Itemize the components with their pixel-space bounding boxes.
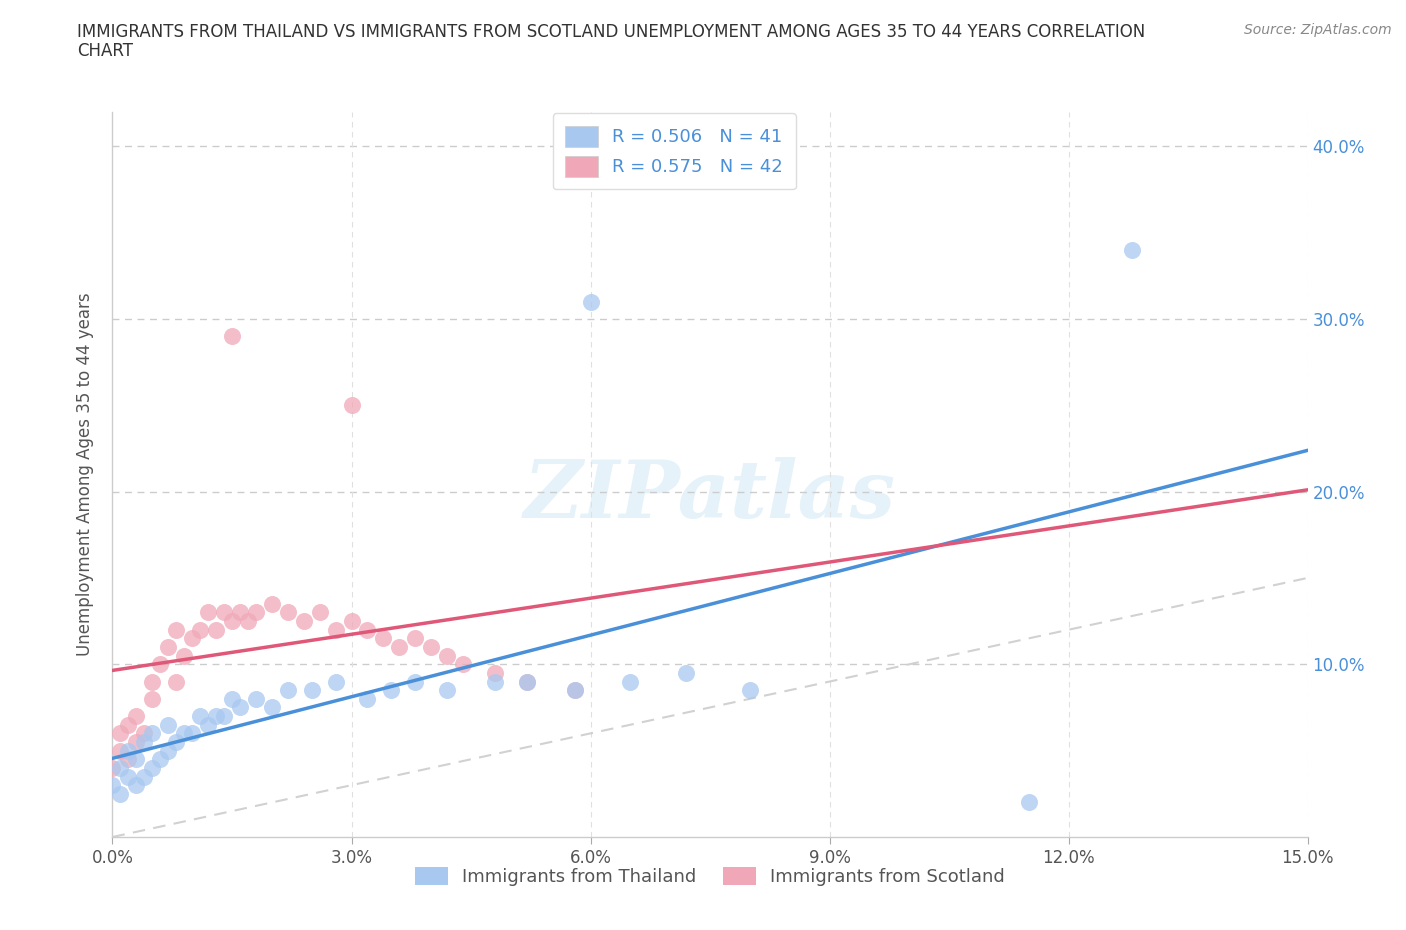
Point <box>141 674 163 689</box>
Point <box>125 751 148 766</box>
Point <box>373 631 395 645</box>
Point <box>157 743 180 758</box>
Point <box>110 743 132 758</box>
Point <box>516 674 538 689</box>
Point <box>212 605 235 620</box>
Point <box>117 743 139 758</box>
Point <box>245 605 267 620</box>
Point <box>141 761 163 776</box>
Point <box>165 622 187 637</box>
Point <box>277 683 299 698</box>
Point <box>340 398 363 413</box>
Point <box>356 691 378 706</box>
Text: IMMIGRANTS FROM THAILAND VS IMMIGRANTS FROM SCOTLAND UNEMPLOYMENT AMONG AGES 35 : IMMIGRANTS FROM THAILAND VS IMMIGRANTS F… <box>77 23 1146 41</box>
Point <box>149 657 172 671</box>
Point <box>125 777 148 792</box>
Point <box>117 751 139 766</box>
Point <box>1018 795 1040 810</box>
Text: CHART: CHART <box>77 42 134 60</box>
Point <box>165 735 187 750</box>
Point <box>110 726 132 741</box>
Point <box>157 717 180 732</box>
Point <box>356 622 378 637</box>
Point <box>117 769 139 784</box>
Point <box>451 657 474 671</box>
Point <box>484 666 506 681</box>
Point <box>110 761 132 776</box>
Point <box>173 726 195 741</box>
Point <box>110 787 132 802</box>
Point <box>308 605 330 620</box>
Point <box>619 674 641 689</box>
Point <box>229 605 252 620</box>
Point <box>484 674 506 689</box>
Point <box>236 614 259 629</box>
Point <box>134 769 156 784</box>
Point <box>340 614 363 629</box>
Point <box>125 709 148 724</box>
Point <box>420 640 443 655</box>
Point <box>173 648 195 663</box>
Point <box>125 735 148 750</box>
Point <box>277 605 299 620</box>
Point <box>516 674 538 689</box>
Point <box>205 709 228 724</box>
Point <box>564 683 586 698</box>
Point <box>325 674 347 689</box>
Point <box>188 709 211 724</box>
Point <box>260 596 283 611</box>
Point <box>101 777 124 792</box>
Point <box>1121 243 1143 258</box>
Point <box>404 631 426 645</box>
Point <box>157 640 180 655</box>
Point <box>229 700 252 715</box>
Point <box>579 294 602 309</box>
Point <box>245 691 267 706</box>
Point <box>325 622 347 637</box>
Point <box>141 691 163 706</box>
Point <box>101 761 124 776</box>
Point <box>181 726 204 741</box>
Point <box>675 666 697 681</box>
Point <box>188 622 211 637</box>
Point <box>181 631 204 645</box>
Point <box>436 683 458 698</box>
Point <box>205 622 228 637</box>
Point <box>564 683 586 698</box>
Point <box>388 640 411 655</box>
Point <box>221 328 243 343</box>
Point <box>149 751 172 766</box>
Text: Source: ZipAtlas.com: Source: ZipAtlas.com <box>1244 23 1392 37</box>
Text: ZIPatlas: ZIPatlas <box>524 458 896 535</box>
Point <box>221 614 243 629</box>
Point <box>221 691 243 706</box>
Y-axis label: Unemployment Among Ages 35 to 44 years: Unemployment Among Ages 35 to 44 years <box>76 293 94 656</box>
Point <box>292 614 315 629</box>
Point <box>260 700 283 715</box>
Point <box>212 709 235 724</box>
Point <box>436 648 458 663</box>
Legend: Immigrants from Thailand, Immigrants from Scotland: Immigrants from Thailand, Immigrants fro… <box>408 859 1012 893</box>
Point <box>117 717 139 732</box>
Point <box>165 674 187 689</box>
Point <box>380 683 402 698</box>
Point <box>738 683 761 698</box>
Point <box>197 605 219 620</box>
Point <box>134 735 156 750</box>
Point <box>134 726 156 741</box>
Point <box>404 674 426 689</box>
Point <box>141 726 163 741</box>
Point <box>301 683 323 698</box>
Point <box>197 717 219 732</box>
